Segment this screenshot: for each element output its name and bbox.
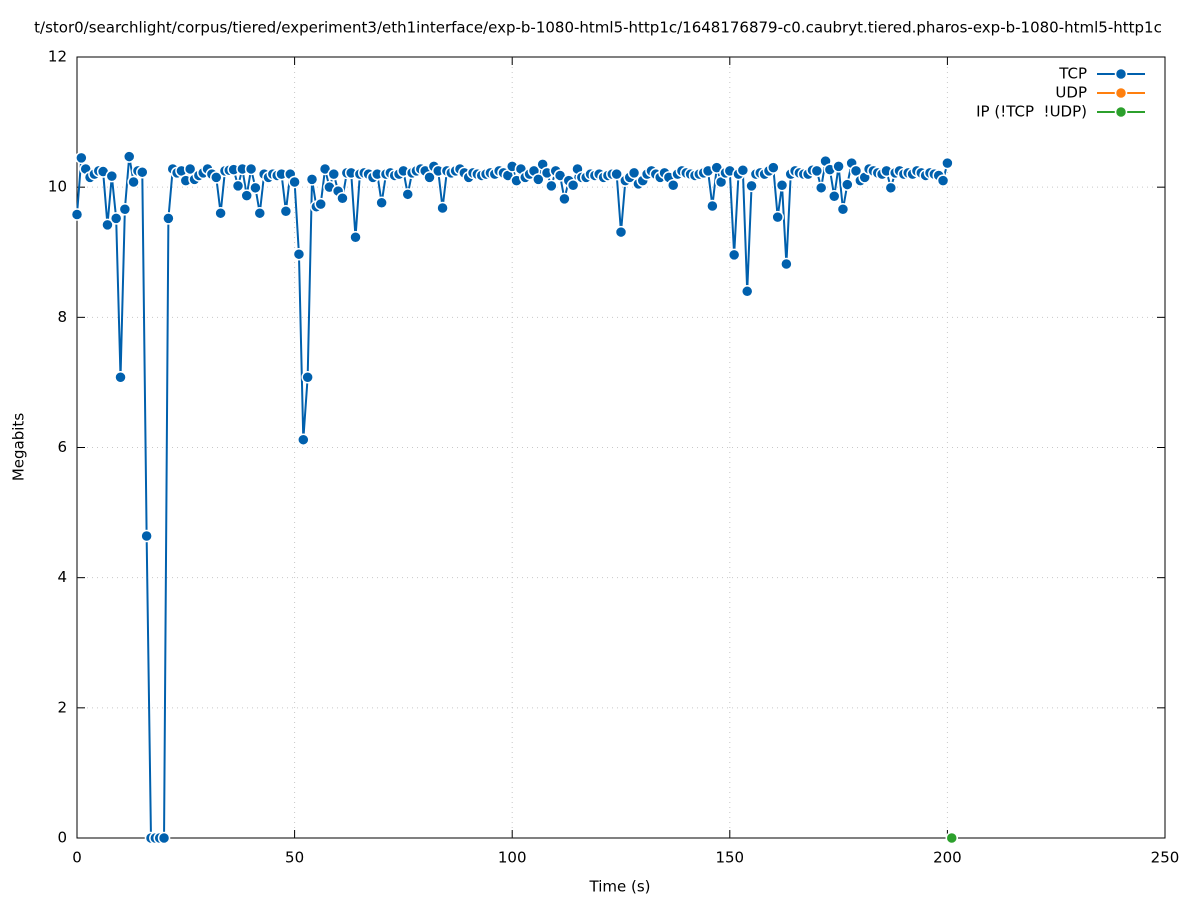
data-point: [127, 175, 140, 189]
data-point: [436, 201, 449, 215]
data-point: [745, 179, 758, 193]
data-point: [423, 171, 436, 184]
data-point: [231, 179, 245, 193]
data-point: [136, 165, 149, 179]
data-point: [780, 257, 793, 271]
data-point: [279, 204, 293, 218]
data-point: [532, 173, 545, 186]
data-point: [301, 370, 314, 384]
data-point: [375, 196, 388, 210]
data-point: [314, 197, 327, 211]
data-point: [157, 831, 171, 845]
data-point: [832, 160, 845, 173]
legend-marker: [1114, 105, 1128, 119]
data-point: [558, 192, 571, 206]
data-point: [941, 156, 954, 170]
data-point: [114, 370, 127, 384]
data-point: [945, 831, 959, 845]
y-tick-label: 10: [48, 178, 67, 196]
data-point: [336, 191, 349, 205]
x-tick-label: 200: [933, 849, 962, 867]
data-point: [183, 162, 197, 176]
data-point: [105, 169, 119, 183]
legend-label: UDP: [1055, 84, 1087, 102]
data-point: [736, 163, 750, 177]
data-point: [249, 181, 262, 195]
legend-marker: [1114, 67, 1128, 81]
data-point: [327, 167, 341, 181]
data-point: [240, 189, 253, 202]
data-point: [814, 181, 828, 195]
data-point: [610, 167, 623, 181]
data-point: [118, 203, 132, 216]
data-point: [810, 164, 824, 178]
x-tick-label: 50: [285, 849, 304, 867]
data-point: [884, 181, 898, 195]
data-point: [566, 178, 580, 192]
data-point: [627, 166, 641, 180]
data-point: [297, 433, 310, 446]
data-point: [288, 175, 301, 189]
data-point: [122, 150, 136, 163]
data-point: [101, 218, 114, 232]
data-point: [836, 203, 850, 216]
data-point: [140, 529, 153, 543]
x-axis-label: Time (s): [589, 878, 651, 896]
y-axis-label: Megabits: [10, 413, 28, 481]
x-tick-label: 0: [72, 849, 82, 867]
data-point: [775, 178, 789, 192]
data-point: [827, 190, 841, 203]
data-point: [841, 178, 854, 191]
y-tick-label: 0: [57, 829, 67, 847]
data-point: [70, 208, 84, 221]
data-point: [666, 178, 680, 192]
y-tick-label: 6: [57, 438, 67, 456]
y-tick-label: 12: [48, 48, 67, 66]
y-tick-label: 8: [57, 308, 67, 326]
data-point: [292, 247, 306, 261]
data-point: [109, 212, 123, 225]
data-point: [162, 212, 175, 225]
data-point: [740, 285, 754, 298]
x-tick-label: 100: [498, 849, 527, 867]
data-point: [936, 174, 950, 187]
data-point: [349, 231, 362, 244]
x-tick-label: 250: [1151, 849, 1180, 867]
data-point: [727, 248, 741, 262]
legend-marker: [1114, 86, 1128, 100]
data-point: [706, 199, 719, 213]
x-tick-label: 150: [715, 849, 744, 867]
data-point: [75, 151, 88, 165]
data-point: [771, 210, 784, 224]
data-point: [305, 173, 319, 186]
data-point: [545, 179, 558, 193]
legend-label: IP (!TCP !UDP): [976, 103, 1087, 121]
data-point: [214, 206, 227, 220]
data-point: [767, 161, 780, 174]
data-point: [253, 206, 267, 220]
data-point: [210, 171, 223, 184]
chart-title: t/stor0/searchlight/corpus/tiered/experi…: [34, 19, 1162, 37]
data-point: [244, 162, 258, 176]
legend-label: TCP: [1058, 65, 1087, 83]
data-point: [401, 188, 415, 201]
y-tick-label: 4: [57, 568, 67, 586]
y-tick-label: 2: [57, 698, 67, 716]
data-point: [614, 225, 628, 239]
